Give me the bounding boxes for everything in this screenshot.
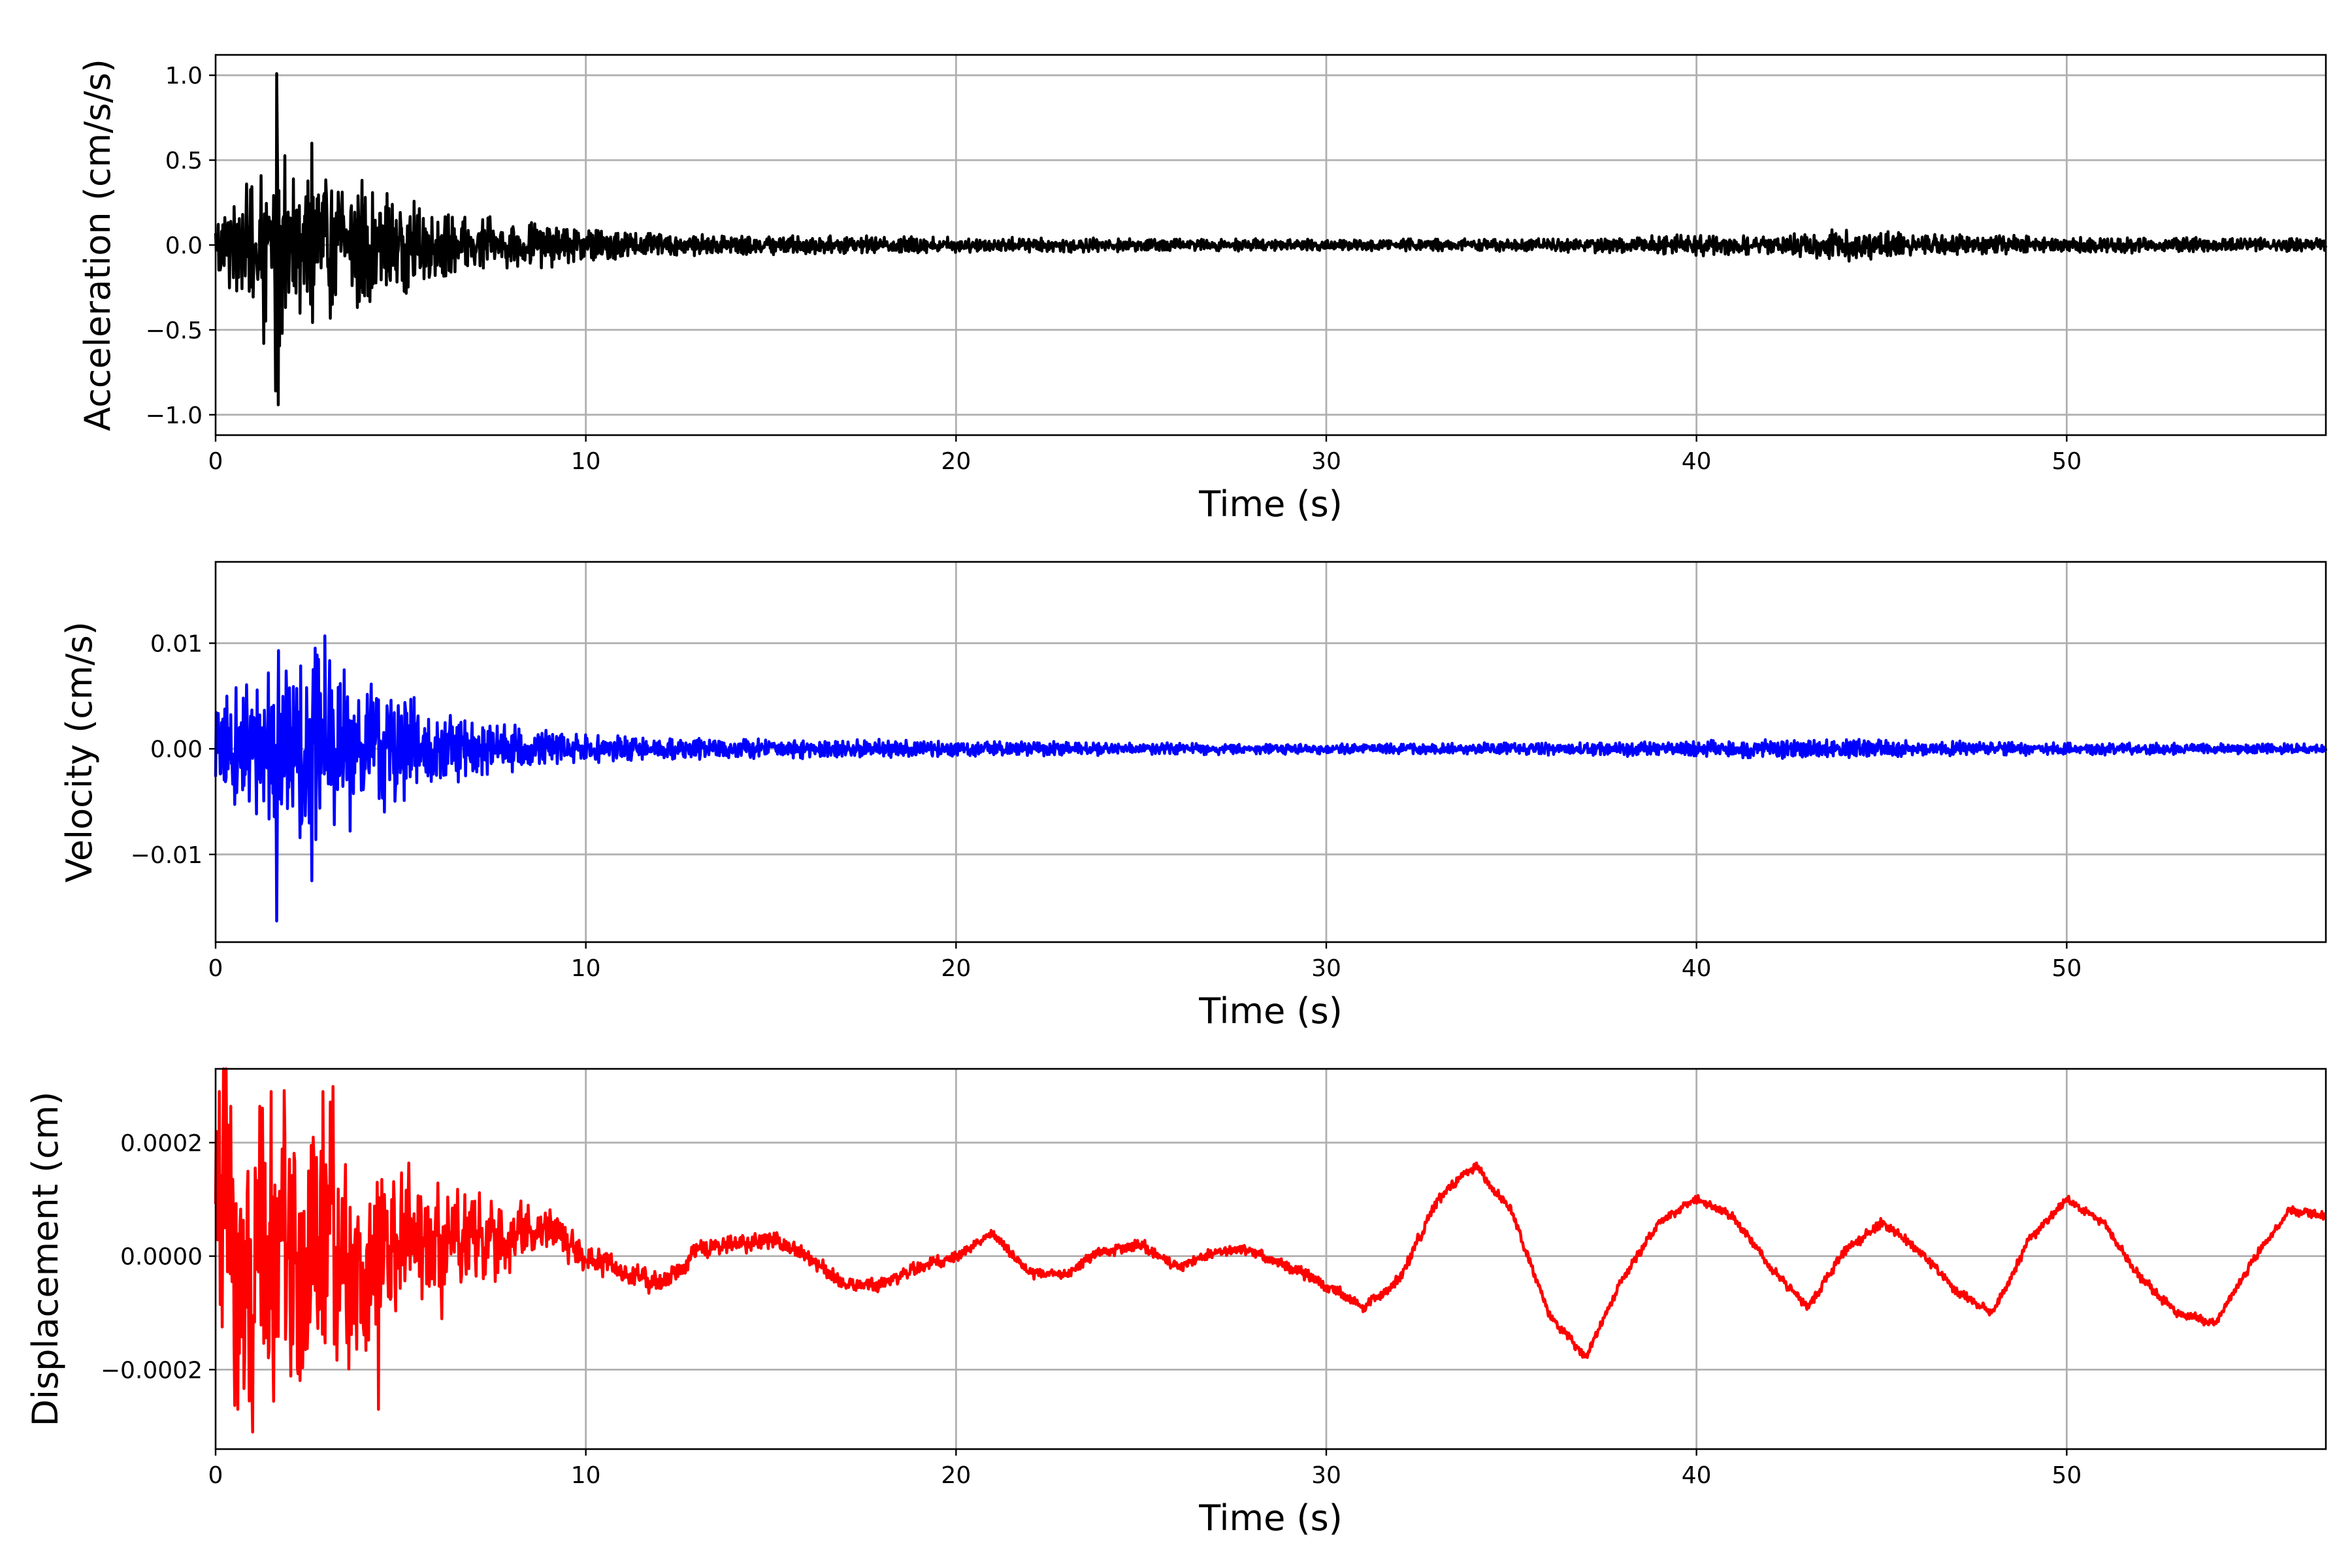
velocity-axes-frame: [214, 561, 2327, 943]
acceleration-ylabel: Acceleration (cm/s/s): [77, 59, 118, 431]
velocity-ytick-label: 0.01: [150, 630, 203, 657]
displacement-xtick-label: 0: [208, 1462, 223, 1489]
displacement-xtick-label: 10: [571, 1462, 601, 1489]
velocity-xtick-label: 30: [1311, 955, 1341, 982]
acceleration-xtick-label: 40: [1682, 448, 1712, 475]
displacement-xtick-label: 30: [1311, 1462, 1341, 1489]
velocity-xtick-label: 50: [2051, 955, 2082, 982]
acceleration-axes-frame: [214, 54, 2327, 436]
velocity-panel: Time (s) Velocity (cm/s) 0 10 20 30 40 50 −0.0…: [59, 561, 2328, 1032]
velocity-xlabel: Time (s): [1198, 990, 1343, 1032]
velocity-ytick-label: 0.00: [150, 736, 203, 763]
displacement-series-line: [214, 1067, 2327, 1434]
acceleration-xtick-label: 50: [2051, 448, 2082, 475]
velocity-xtick-label: 40: [1682, 955, 1712, 982]
acceleration-panel: Time (s) Acceleration (cm/s/s) 0 10 20 30 40…: [77, 54, 2328, 525]
velocity-xtick-label: 20: [941, 955, 971, 982]
displacement-axes-frame: [214, 1068, 2327, 1450]
acceleration-ytick-label: −1.0: [146, 402, 203, 429]
acceleration-ytick-label: −0.5: [146, 318, 203, 344]
acceleration-xlabel: Time (s): [1198, 483, 1343, 525]
acceleration-ytick-label: 0.5: [165, 148, 203, 174]
displacement-xlabel: Time (s): [1198, 1497, 1343, 1539]
displacement-ytick-label: 0.0000: [120, 1244, 203, 1271]
acceleration-series-line: [214, 72, 2328, 406]
acceleration-ytick-label: 0.0: [165, 233, 203, 259]
displacement-xtick-label: 50: [2051, 1462, 2082, 1489]
velocity-xtick-label: 10: [571, 955, 601, 982]
velocity-ytick-label: −0.01: [131, 842, 203, 869]
displacement-panel: Time (s) Displacement (cm) 0 10 20 30 40 50 −0…: [25, 1067, 2327, 1539]
displacement-ytick-label: 0.0002: [120, 1130, 203, 1157]
displacement-ylabel: Displacement (cm): [25, 1092, 66, 1427]
displacement-ytick-label: −0.0002: [101, 1357, 203, 1384]
velocity-ylabel: Velocity (cm/s): [59, 621, 100, 883]
acceleration-xtick-label: 10: [571, 448, 601, 475]
acceleration-xtick-label: 20: [941, 448, 971, 475]
acceleration-ytick-label: 1.0: [165, 63, 203, 90]
displacement-xtick-label: 40: [1682, 1462, 1712, 1489]
acceleration-xtick-label: 0: [208, 448, 223, 475]
displacement-xtick-label: 20: [941, 1462, 971, 1489]
acceleration-xtick-label: 30: [1311, 448, 1341, 475]
velocity-xtick-label: 0: [208, 955, 223, 982]
velocity-series-line: [214, 634, 2328, 923]
